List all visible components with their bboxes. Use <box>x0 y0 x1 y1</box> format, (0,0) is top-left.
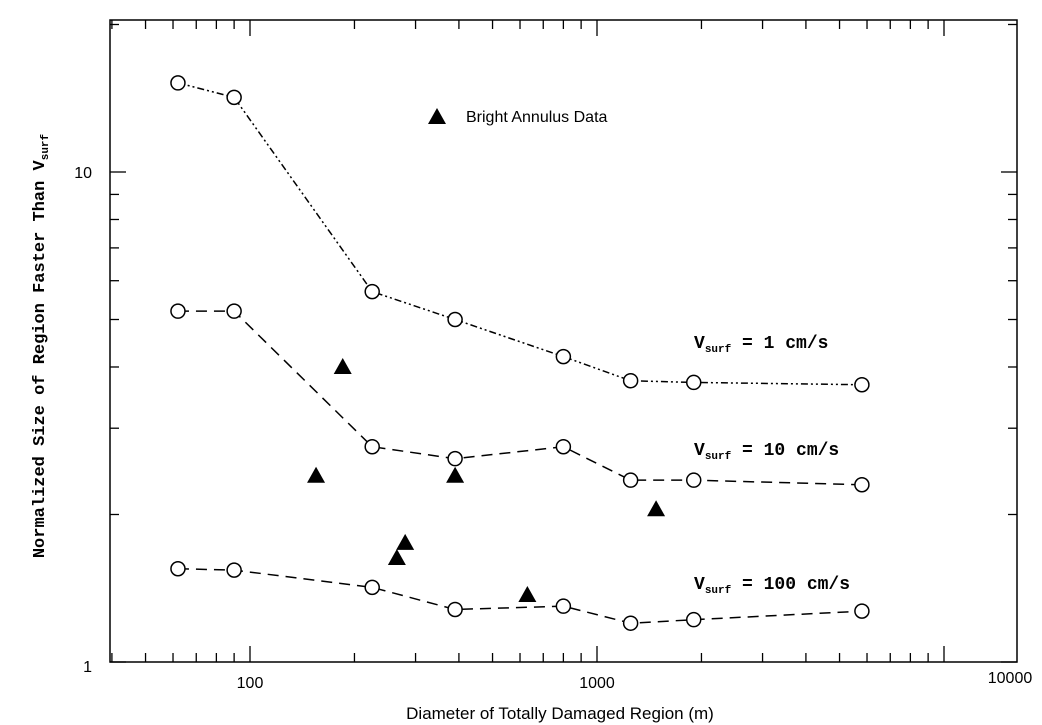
data-point-circle <box>622 372 639 389</box>
y-tick-label-10: 10 <box>74 165 92 182</box>
data-point-circle <box>854 376 870 393</box>
data-point-circle <box>555 348 572 365</box>
data-point-circle <box>685 611 702 628</box>
series-label-100cms-main: V <box>694 575 705 595</box>
data-point-triangle <box>396 533 415 550</box>
x-tick-label-100: 100 <box>237 675 264 692</box>
data-point-circle <box>854 603 870 619</box>
text-labels: Diameter of Totally Damaged Region (m) N… <box>31 108 1032 723</box>
x-tick-label-1000: 1000 <box>579 675 615 692</box>
data-point-circle <box>364 283 380 300</box>
series-line-2 <box>177 567 862 624</box>
series-label-10cms: Vsurf = 10 cm/s <box>694 441 839 463</box>
series-label-100cms-sub: surf <box>705 585 732 597</box>
data-point-circle <box>170 75 186 91</box>
data-point-circle <box>226 562 242 578</box>
data-point-triangle <box>387 549 406 566</box>
data-point-circle <box>555 438 572 455</box>
series-label-1cms: Vsurf = 1 cm/s <box>694 334 828 356</box>
data-point-circle <box>854 477 870 493</box>
data-point-triangle <box>333 357 352 374</box>
x-tick-label-10000: 10000 <box>988 670 1033 687</box>
data-point-circle <box>170 303 186 319</box>
data-point-triangle <box>647 500 666 517</box>
y-axis-label-sub: surf <box>40 133 52 160</box>
data-point-triangle <box>446 466 465 483</box>
data-point-triangle <box>307 466 326 483</box>
y-axis-label-main: Normalized Size of Region Faster Than V <box>31 159 50 558</box>
axis-ticks <box>110 20 1017 663</box>
series-label-10cms-main: V <box>694 441 705 461</box>
data-point-triangle <box>518 586 537 603</box>
data-point-circle <box>447 601 463 618</box>
data-point-circle <box>447 311 463 328</box>
series-line-0 <box>177 82 862 386</box>
y-axis-label: Normalized Size of Region Faster Than Vs… <box>31 133 52 558</box>
data-point-circle <box>226 89 242 106</box>
series-label-10cms-rest: = 10 cm/s <box>731 441 839 461</box>
series-label-1cms-sub: surf <box>705 344 732 356</box>
x-axis-label: Diameter of Totally Damaged Region (m) <box>406 704 714 723</box>
legend-triangle-marker <box>428 108 446 124</box>
data-point-circle <box>364 438 380 455</box>
data-point-circle <box>170 560 186 577</box>
data-point-circle <box>685 374 702 391</box>
data-point-circle <box>622 472 639 488</box>
legend-label: Bright Annulus Data <box>466 109 608 126</box>
data-point-circle <box>622 615 639 631</box>
series-label-10cms-sub: surf <box>705 451 732 463</box>
data-point-circle <box>226 303 242 319</box>
y-tick-label-1: 1 <box>83 659 92 676</box>
series-label-100cms: Vsurf = 100 cm/s <box>694 575 850 597</box>
series-line-1 <box>177 310 862 486</box>
data-point-circle <box>447 450 463 467</box>
data-point-circle <box>364 579 380 596</box>
data-point-circle <box>555 598 572 614</box>
series-label-1cms-main: V <box>694 334 705 354</box>
data-point-circle <box>685 472 702 488</box>
series-label-100cms-rest: = 100 cm/s <box>731 575 850 595</box>
series-label-1cms-rest: = 1 cm/s <box>731 334 828 354</box>
series-layer <box>170 75 870 631</box>
